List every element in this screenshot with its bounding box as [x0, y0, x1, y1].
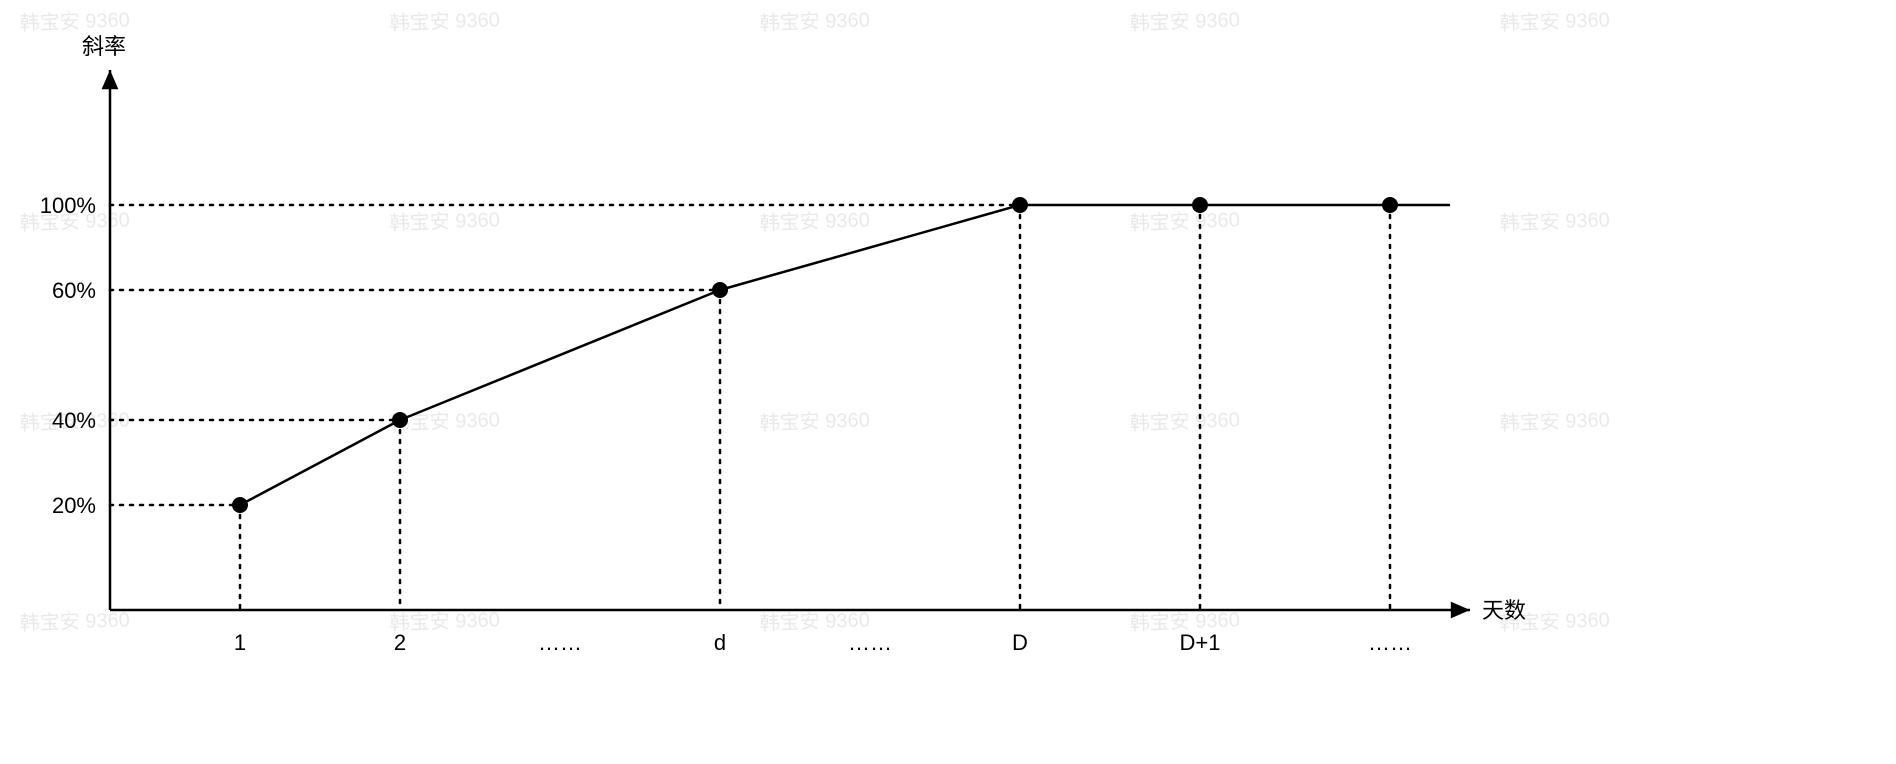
x-tick-label: D+1: [1180, 630, 1221, 655]
y-axis-label: 斜率: [82, 34, 126, 59]
x-axis-label: 天数: [1482, 598, 1526, 623]
data-point-marker: [1192, 197, 1208, 213]
watermark-text-instance: 韩宝安 9360: [1499, 408, 1610, 435]
watermark-text-instance: 韩宝安 9360: [389, 208, 500, 235]
y-tick-label: 40%: [52, 408, 96, 433]
series-line: [240, 205, 1450, 505]
x-axis-arrow-icon: [1451, 602, 1470, 619]
dotted-gridlines-layer: [110, 205, 1390, 610]
x-tick-ellipsis: ……: [1368, 630, 1412, 655]
y-tick-label: 60%: [52, 278, 96, 303]
watermark-text-instance: 韩宝安 9360: [19, 608, 130, 635]
data-point-marker: [1012, 197, 1028, 213]
watermark-text-instance: 韩宝安 9360: [1129, 208, 1240, 235]
watermark-text-instance: 韩宝安 9360: [759, 8, 870, 35]
data-point-marker: [712, 282, 728, 298]
y-tick-label: 20%: [52, 493, 96, 518]
watermark-text-instance: 韩宝安 9360: [759, 408, 870, 435]
watermark-text-instance: 韩宝安 9360: [1499, 208, 1610, 235]
watermark-text-instance: 韩宝安 9360: [19, 8, 130, 35]
watermark-text-instance: 韩宝安 9360: [1129, 408, 1240, 435]
markers-layer: [232, 197, 1398, 513]
labels-layer: 斜率天数 20% 40% 60% 100% 1 2 …… d …… D D+1 ……: [40, 34, 1526, 655]
y-axis-arrow-icon: [102, 70, 119, 89]
chart-container: 韩宝安 9360 韩宝安 9360 韩宝安 9360 韩宝安 9360 韩宝安 9360…: [0, 0, 1896, 764]
x-tick-label: 1: [234, 630, 246, 655]
x-tick-label: d: [714, 630, 726, 655]
x-tick-label: D: [1012, 630, 1028, 655]
x-tick-ellipsis: ……: [848, 630, 892, 655]
watermark-text-instance: 韩宝安 9360: [1499, 8, 1610, 35]
watermark-text-instance: 韩宝安 9360: [759, 208, 870, 235]
series-line-layer: [240, 205, 1450, 505]
axes-layer: [102, 70, 1470, 618]
watermark-layer: 韩宝安 9360 韩宝安 9360 韩宝安 9360 韩宝安 9360 韩宝安 9360…: [19, 8, 1610, 635]
data-point-marker: [392, 412, 408, 428]
data-point-marker: [1382, 197, 1398, 213]
data-point-marker: [232, 497, 248, 513]
line-chart-svg: 韩宝安 9360 韩宝安 9360 韩宝安 9360 韩宝安 9360 韩宝安 9360…: [0, 0, 1896, 764]
watermark-text-instance: 韩宝安 9360: [1129, 8, 1240, 35]
x-tick-label: 2: [394, 630, 406, 655]
x-tick-ellipsis: ……: [538, 630, 582, 655]
watermark-text-instance: 韩宝安 9360: [389, 8, 500, 35]
y-tick-label: 100%: [40, 193, 96, 218]
